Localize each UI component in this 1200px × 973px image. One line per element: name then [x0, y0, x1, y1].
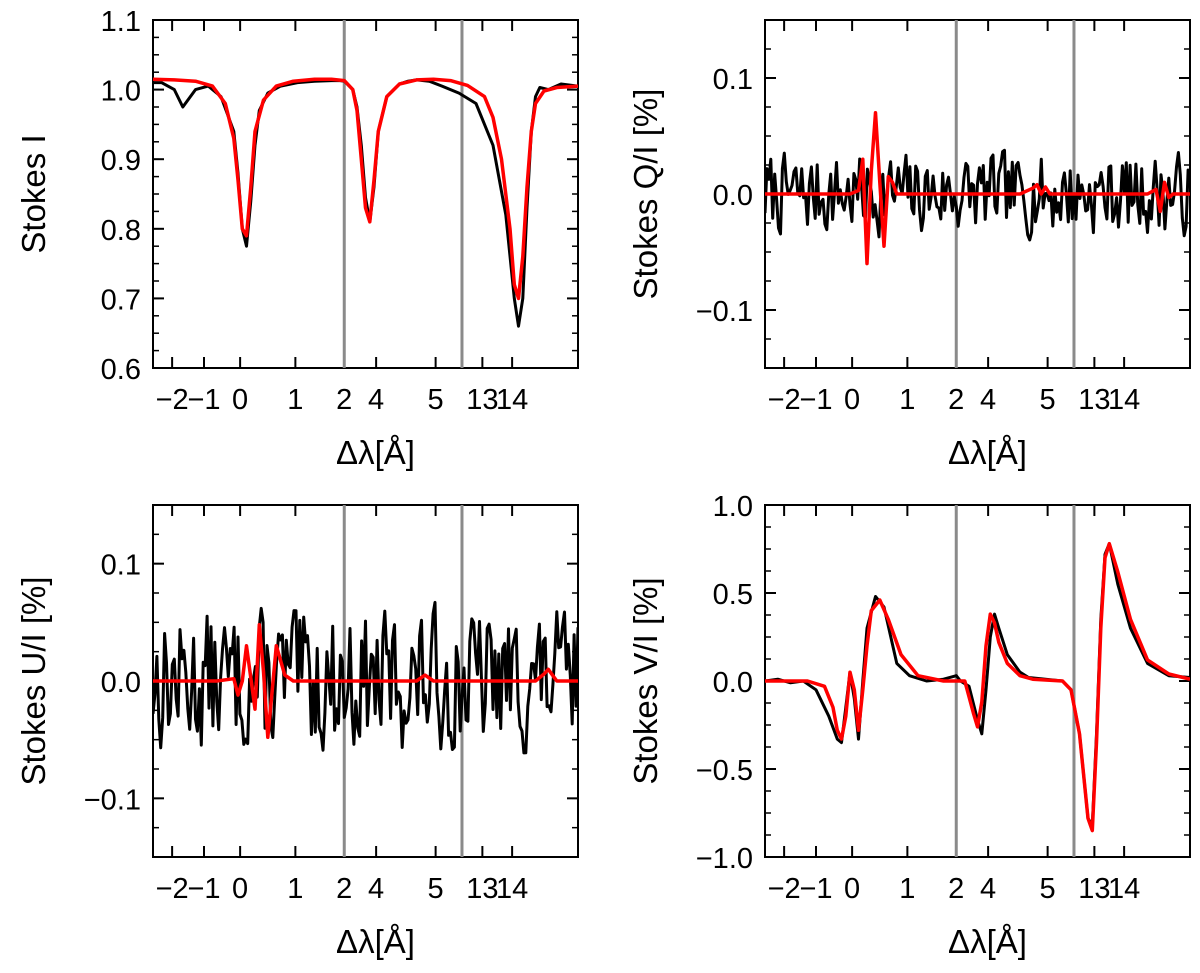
- x-tick-label: −2: [156, 873, 189, 905]
- x-tick-label: 1: [899, 873, 915, 905]
- y-tick-label: 0.0: [713, 667, 753, 699]
- y-tick-label: 0.1: [101, 550, 141, 582]
- x-tick-label: 2: [948, 873, 964, 905]
- series-observed-line: [765, 148, 1190, 242]
- x-tick-label: −2: [768, 873, 801, 905]
- x-tick-label: 0: [232, 384, 248, 416]
- x-tick-label: 14: [496, 873, 528, 905]
- x-tick-label: 5: [428, 384, 444, 416]
- x-tick-label: 2: [336, 873, 352, 905]
- y-tick-label: −0.1: [84, 784, 141, 816]
- series-fit-line: [765, 541, 1190, 833]
- x-tick-label: 4: [980, 384, 996, 416]
- x-tick-label: 13: [1078, 873, 1110, 905]
- plot-frame: [764, 504, 1191, 858]
- x-tick-label: 1: [287, 873, 303, 905]
- y-tick-label: 1.1: [101, 6, 141, 38]
- x-tick-label: 13: [466, 873, 498, 905]
- x-tick-label: 13: [1078, 384, 1110, 416]
- series-fit-line: [153, 622, 578, 740]
- x-tick-label: 0: [844, 873, 860, 905]
- y-tick-label: 1.0: [101, 76, 141, 108]
- series-observed-line: [765, 542, 1190, 827]
- x-tick-label: 0: [232, 873, 248, 905]
- x-tick-label: 5: [1040, 873, 1056, 905]
- y-tick-label: 0.7: [101, 284, 141, 316]
- x-tick-label: 4: [980, 873, 996, 905]
- x-tick-label: −2: [768, 384, 801, 416]
- x-axis-label: Δλ[Å]: [336, 434, 415, 471]
- series-fit-line: [765, 111, 1190, 266]
- x-tick-label: 2: [948, 384, 964, 416]
- x-axis-label: Δλ[Å]: [948, 923, 1027, 960]
- x-tick-label: 5: [428, 873, 444, 905]
- x-tick-label: 14: [1108, 384, 1140, 416]
- x-tick-label: 1: [899, 384, 915, 416]
- y-tick-label: 0.5: [713, 579, 753, 611]
- y-axis-label: Stokes I: [15, 134, 52, 253]
- y-tick-label: 0.0: [713, 180, 753, 212]
- x-tick-label: 2: [336, 384, 352, 416]
- x-tick-label: 14: [1108, 873, 1140, 905]
- y-axis-label: Stokes U/I [%]: [15, 576, 52, 785]
- x-tick-label: 5: [1040, 384, 1056, 416]
- y-tick-label: 0.6: [101, 354, 141, 386]
- y-axis-label: Stokes Q/I [%]: [627, 89, 664, 300]
- y-axis-label: Stokes V/I [%]: [627, 577, 664, 784]
- x-tick-label: −1: [799, 873, 832, 905]
- x-tick-label: 0: [844, 384, 860, 416]
- y-tick-label: −1.0: [696, 843, 753, 875]
- y-tick-label: −0.1: [696, 296, 753, 328]
- x-tick-label: 14: [496, 384, 528, 416]
- y-tick-label: 1.0: [713, 491, 753, 523]
- series-observed-line: [153, 600, 578, 755]
- x-tick-label: −1: [187, 384, 220, 416]
- y-tick-label: 0.8: [101, 215, 141, 247]
- x-axis-label: Δλ[Å]: [336, 923, 415, 960]
- y-tick-label: 0.0: [101, 667, 141, 699]
- y-tick-label: 0.1: [713, 64, 753, 96]
- x-tick-label: 1: [287, 384, 303, 416]
- x-tick-label: 4: [368, 873, 384, 905]
- series-fit-line: [153, 77, 578, 301]
- x-tick-label: −1: [799, 384, 832, 416]
- x-axis-label: Δλ[Å]: [948, 434, 1027, 471]
- x-tick-label: 13: [466, 384, 498, 416]
- x-tick-label: 4: [368, 384, 384, 416]
- y-tick-label: 0.9: [101, 145, 141, 177]
- x-tick-label: −1: [187, 873, 220, 905]
- y-tick-label: −0.5: [696, 755, 753, 787]
- x-tick-label: −2: [156, 384, 189, 416]
